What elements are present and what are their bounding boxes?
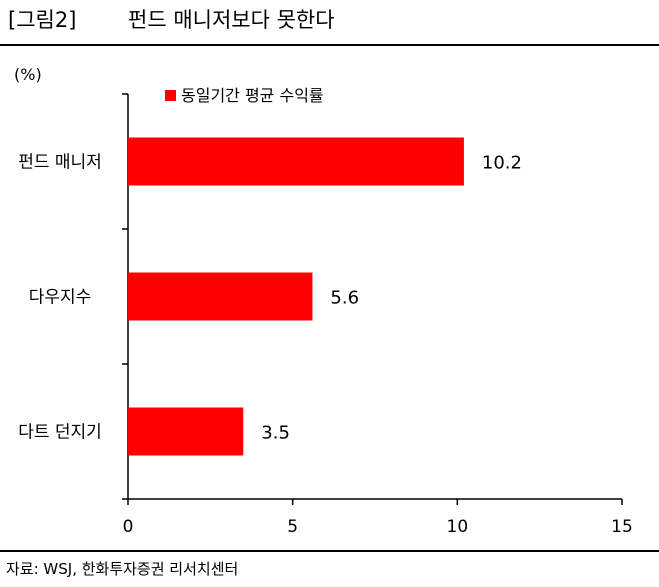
data-label: 3.5 [261,423,290,444]
figure-tag: [그림2] [8,8,77,32]
legend-label: 동일기간 평균 수익률 [181,86,324,105]
category-label: 다트 던지기 [18,423,102,443]
bars [128,137,464,456]
figure-title-text: 펀드 매니저보다 못한다 [128,8,335,32]
source-note: 자료: WSJ, 한화투자증권 리서치센터 [6,560,239,578]
legend-swatch [165,90,176,101]
source-divider [0,550,659,552]
title-divider [0,44,659,46]
x-tick-label: 5 [287,517,298,537]
x-tick-label: 0 [123,517,134,537]
bar [128,272,313,321]
data-label: 10.2 [482,153,522,174]
category-label: 펀드 매니저 [18,153,102,173]
bar-chart: (%) 동일기간 평균 수익률 0 5 10 15 펀드 매니저 10.2 다우지수 5.6… [14,65,633,537]
bar [128,407,244,456]
category-label: 다우지수 [29,288,92,308]
labels: 펀드 매니저 10.2 다우지수 5.6 다트 던지기 3.5 [18,153,522,444]
legend: 동일기간 평균 수익률 [165,86,324,105]
data-label: 5.6 [330,288,359,309]
unit-label: (%) [14,65,42,84]
figure-title: [그림2] 펀드 매니저보다 못한다 [8,4,335,34]
bar [128,137,464,186]
x-tick-label: 10 [447,517,469,537]
x-tick-label: 15 [611,517,633,537]
